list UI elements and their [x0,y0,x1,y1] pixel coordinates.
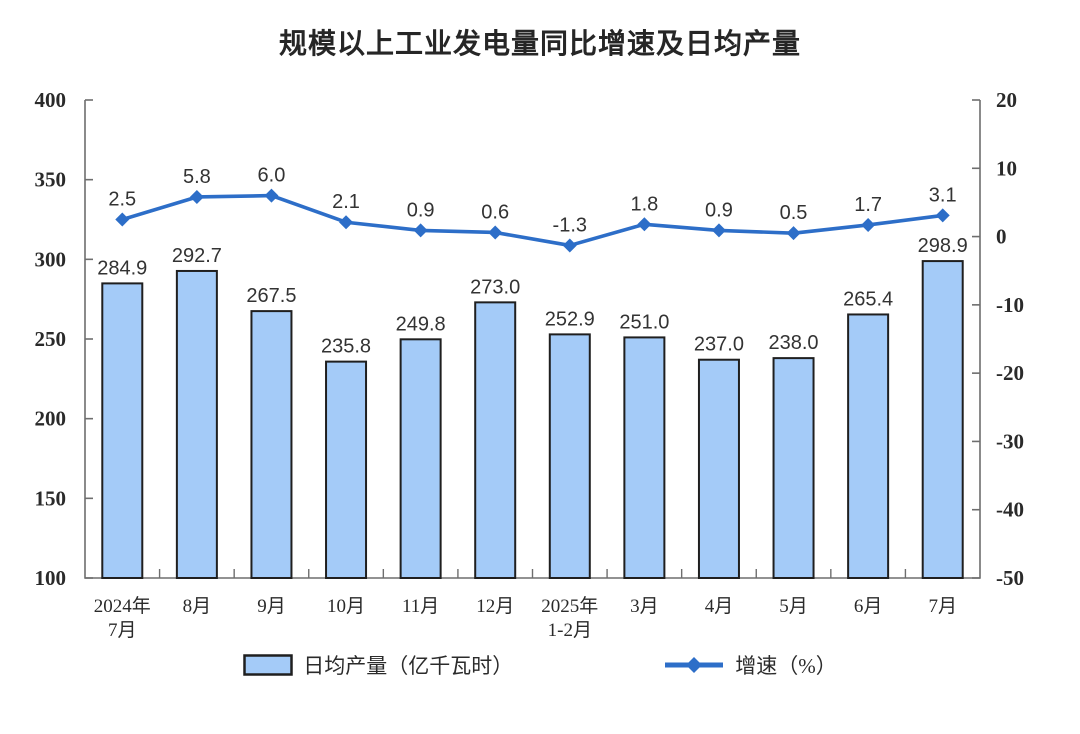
bar [325,360,368,579]
right-axis-tick-label: 20 [996,88,1017,112]
bar-value-label: 292.7 [172,245,222,267]
legend-item-bar: 日均产量（亿千瓦时） [243,650,513,680]
x-axis-label: 11月 [402,596,439,617]
bar-series-swatch-icon [243,654,293,676]
chart-legend: 日均产量（亿千瓦时） 增速（%） [0,650,1080,680]
right-axis-tick-label: -50 [996,566,1024,590]
bar-value-label: 235.8 [321,336,371,358]
line-marker [711,223,726,238]
line-value-label: -1.3 [553,214,587,236]
line-value-label: 0.9 [705,199,733,221]
bar-value-label: 267.5 [246,285,296,307]
left-axis-tick-label: 200 [35,407,67,431]
line-marker [264,188,279,203]
axis-frame [84,100,981,579]
x-axis-label: 7月 [108,620,137,641]
left-axis-tick-label: 300 [35,247,67,271]
bar [548,333,591,579]
bar [399,338,442,579]
left-axis-tick-label: 350 [35,168,67,192]
line-value-label: 0.6 [481,201,509,223]
right-axis-tick-label: -40 [996,498,1024,522]
line-marker [861,217,876,232]
x-axis-label: 9月 [257,596,286,617]
legend-bar-label: 日均产量（亿千瓦时） [303,654,514,678]
bar-value-label: 252.9 [545,308,595,330]
bar [101,282,144,579]
bar [697,358,740,580]
x-axis-label: 4月 [705,596,734,617]
bar [474,301,517,579]
line-series-swatch-icon [665,657,724,673]
left-axis-tick-label: 150 [35,486,67,510]
bar-value-label: 249.8 [396,313,446,335]
legend-bar-swatch-rect [243,654,293,676]
legend-line-swatch-diamond [686,657,703,673]
x-axis-label: 12月 [476,596,514,617]
line-marker [115,212,130,227]
bar-value-label: 251.0 [619,311,669,333]
line-marker [786,226,801,241]
right-axis-tick-label: 10 [996,156,1017,180]
line-value-label: 1.7 [854,194,882,216]
bar [847,313,890,579]
line-value-label: 3.1 [929,184,957,206]
left-axis-tick-label: 250 [35,327,67,351]
line-marker [339,215,354,230]
line-value-label: 1.8 [630,193,658,215]
x-axis-label: 10月 [327,596,365,617]
bar-value-label: 265.4 [843,288,893,310]
right-axis-tick-label: -20 [996,361,1024,385]
line-value-label: 0.9 [407,199,435,221]
bar [623,336,666,580]
bar [921,260,964,579]
left-axis-tick-label: 100 [35,566,67,590]
line-marker [488,225,503,240]
line-value-label: 5.8 [183,166,211,188]
bar [175,269,218,579]
line-value-label: 2.1 [332,191,360,213]
line-marker [189,189,204,204]
line-marker [562,238,577,253]
x-axis-label: 6月 [854,596,883,617]
right-axis-tick-label: 0 [996,225,1007,249]
right-axis-tick-label: -10 [996,293,1024,317]
legend-line-label: 增速（%） [735,654,837,678]
legend-item-line: 增速（%） [663,650,837,680]
x-axis-label: 2024年 [94,595,151,617]
bar-value-label: 298.9 [918,235,968,257]
bar-value-label: 273.0 [470,276,520,298]
x-axis-label: 7月 [928,596,957,617]
x-axis-label: 2025年 [541,595,598,617]
line-marker [935,208,950,223]
bar [772,357,815,579]
bar [250,310,293,579]
line-marker [413,223,428,238]
line-value-label: 2.5 [108,189,136,211]
bar-value-label: 284.9 [97,257,147,279]
line-value-label: 0.5 [780,202,808,224]
growth-line [120,193,945,248]
x-axis-label: 1-2月 [548,620,592,641]
x-axis-label: 5月 [779,596,808,617]
line-value-label: 6.0 [258,165,286,187]
x-axis-label: 8月 [183,596,212,617]
line-marker [637,217,652,232]
x-axis-label: 3月 [630,596,659,617]
bar-value-label: 237.0 [694,334,744,356]
chart-title: 规模以上工业发电量同比增速及日均产量 [278,28,801,59]
bar-value-label: 238.0 [769,332,819,354]
right-axis-tick-label: -30 [996,429,1024,453]
left-axis-tick-label: 400 [35,88,67,112]
